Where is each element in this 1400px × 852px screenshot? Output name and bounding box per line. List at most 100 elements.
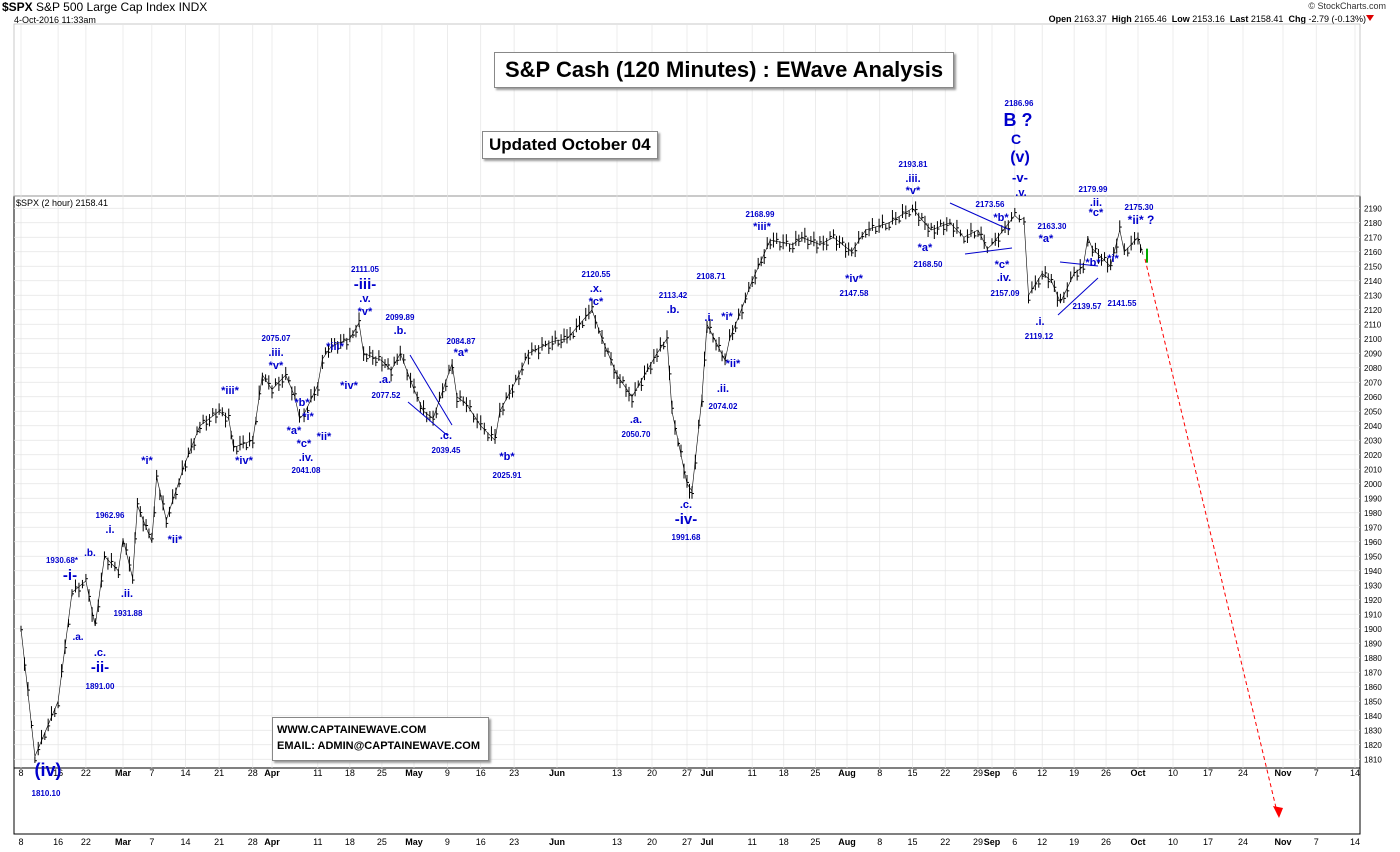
x-tick-label: 12 [1037, 768, 1047, 778]
x-tick-label: 17 [1203, 768, 1213, 778]
wave-label: *b* [993, 212, 1009, 224]
wave-label: 2074.02 [709, 402, 738, 411]
x-tick-label: 11 [747, 837, 756, 847]
x-tick-label: 29 [973, 837, 983, 847]
wave-label: *ii* [317, 431, 332, 443]
y-tick-label: 1940 [1364, 567, 1382, 576]
y-tick-label: 1810 [1364, 755, 1382, 764]
wave-label: .c. [680, 499, 692, 511]
x-tick-label: 22 [940, 837, 950, 847]
wave-label: 2179.99 [1079, 185, 1108, 194]
x-tick-label: 25 [377, 837, 387, 847]
wave-label: *a* [454, 347, 469, 359]
x-tick-label: 11 [747, 768, 756, 778]
website-link[interactable]: WWW.CAPTAINEWAVE.COM [277, 724, 427, 736]
wave-label: *c* [1089, 207, 1104, 219]
wave-label: *c* [297, 438, 312, 450]
x-tick-label: 27 [682, 768, 692, 778]
wave-label: -v- [1012, 170, 1028, 185]
wave-label: *v* [358, 306, 373, 318]
x-tick-label: 10 [1168, 768, 1178, 778]
wave-label: .b. [84, 548, 96, 559]
x-tick-label: 15 [907, 837, 917, 847]
x-tick-label: 9 [445, 837, 450, 847]
x-tick-label: 7 [149, 768, 154, 778]
y-tick-label: 2060 [1364, 393, 1382, 402]
wave-label: *b* [499, 451, 515, 463]
y-tick-label: 1830 [1364, 726, 1382, 735]
x-tick-label: 19 [1069, 768, 1079, 778]
chg-label: Chg [1288, 14, 1306, 24]
wave-label: .i. [1035, 316, 1044, 328]
wave-label: *iv* [845, 273, 863, 285]
wave-label: .ii. [717, 383, 729, 395]
wave-label: C [1011, 131, 1021, 147]
stockcharts-credit[interactable]: © StockCharts.com [1308, 1, 1386, 11]
x-tick-label: 14 [1350, 837, 1360, 847]
x-tick-label: 13 [612, 768, 622, 778]
wave-label: -i- [63, 567, 77, 584]
x-tick-label: 15 [907, 768, 917, 778]
y-tick-label: 1860 [1364, 683, 1382, 692]
high-value: 2165.46 [1134, 14, 1167, 24]
x-tick-label: 8 [18, 768, 23, 778]
x-tick-label: 26 [1101, 768, 1111, 778]
x-tick-label: 20 [647, 768, 657, 778]
contact-box: WWW.CAPTAINEWAVE.COM EMAIL: ADMIN@CAPTAI… [272, 717, 490, 761]
last-label: Last [1229, 14, 1249, 24]
wave-label: 2075.07 [262, 334, 291, 343]
x-tick-label: 6 [1012, 768, 1017, 778]
y-tick-label: 1840 [1364, 712, 1382, 721]
x-tick-label: Aug [838, 837, 856, 847]
y-tick-label: 2030 [1364, 436, 1382, 445]
x-tick-label: Mar [115, 837, 132, 847]
low-value: 2153.16 [1192, 14, 1225, 24]
y-tick-label: 2080 [1364, 364, 1382, 373]
y-tick-label: 1950 [1364, 552, 1382, 561]
x-tick-label: Apr [264, 837, 280, 847]
wave-label: 2084.87 [447, 337, 476, 346]
wave-label: *ii* [726, 358, 741, 370]
y-tick-label: 1960 [1364, 538, 1382, 547]
wave-label: 2147.58 [840, 289, 869, 298]
y-tick-label: 1880 [1364, 654, 1382, 663]
email-link[interactable]: EMAIL: ADMIN@CAPTAINEWAVE.COM [277, 740, 481, 752]
wave-label: .a. [72, 632, 83, 643]
grid-lines [14, 24, 1360, 768]
wave-label: .a. [630, 414, 642, 426]
y-tick-label: 2150 [1364, 262, 1382, 271]
y-tick-label: 1850 [1364, 697, 1382, 706]
x-tick-label: 16 [53, 768, 63, 778]
wave-label: *iv* [235, 455, 253, 467]
x-tick-label: 13 [612, 837, 622, 847]
wave-label: 1991.68 [672, 533, 701, 542]
x-tick-label: 21 [214, 837, 224, 847]
x-tick-label: 22 [81, 837, 91, 847]
x-tick-label: 7 [149, 837, 154, 847]
wave-label: 2111.05 [351, 265, 380, 274]
x-tick-label: 18 [779, 837, 789, 847]
open-label: Open [1048, 14, 1072, 24]
y-tick-label: 2180 [1364, 219, 1382, 228]
y-tick-label: 2090 [1364, 349, 1382, 358]
x-tick-label: 25 [810, 837, 820, 847]
wedge-line [1057, 277, 1099, 316]
x-tick-label: Oct [1130, 837, 1145, 847]
wave-label: 2141.55 [1108, 299, 1137, 308]
wave-label: 2113.42 [659, 291, 688, 300]
wave-label: 2139.57 [1073, 302, 1102, 311]
wave-label: *a* [918, 242, 933, 254]
y-tick-label: 2070 [1364, 378, 1382, 387]
y-tick-label: 1930 [1364, 581, 1382, 590]
wave-label: 1962.96 [96, 511, 125, 520]
x-tick-label: 18 [345, 837, 355, 847]
y-tick-label: 2120 [1364, 306, 1382, 315]
wave-label: -ii- [91, 659, 109, 676]
wave-label: *c* [995, 259, 1010, 271]
wave-label: .iii. [905, 173, 920, 185]
x-tick-label: 28 [248, 837, 258, 847]
wave-label: 2193.81 [899, 160, 928, 169]
x-tick-label: 25 [377, 768, 387, 778]
wave-label: .ii. [121, 588, 133, 600]
